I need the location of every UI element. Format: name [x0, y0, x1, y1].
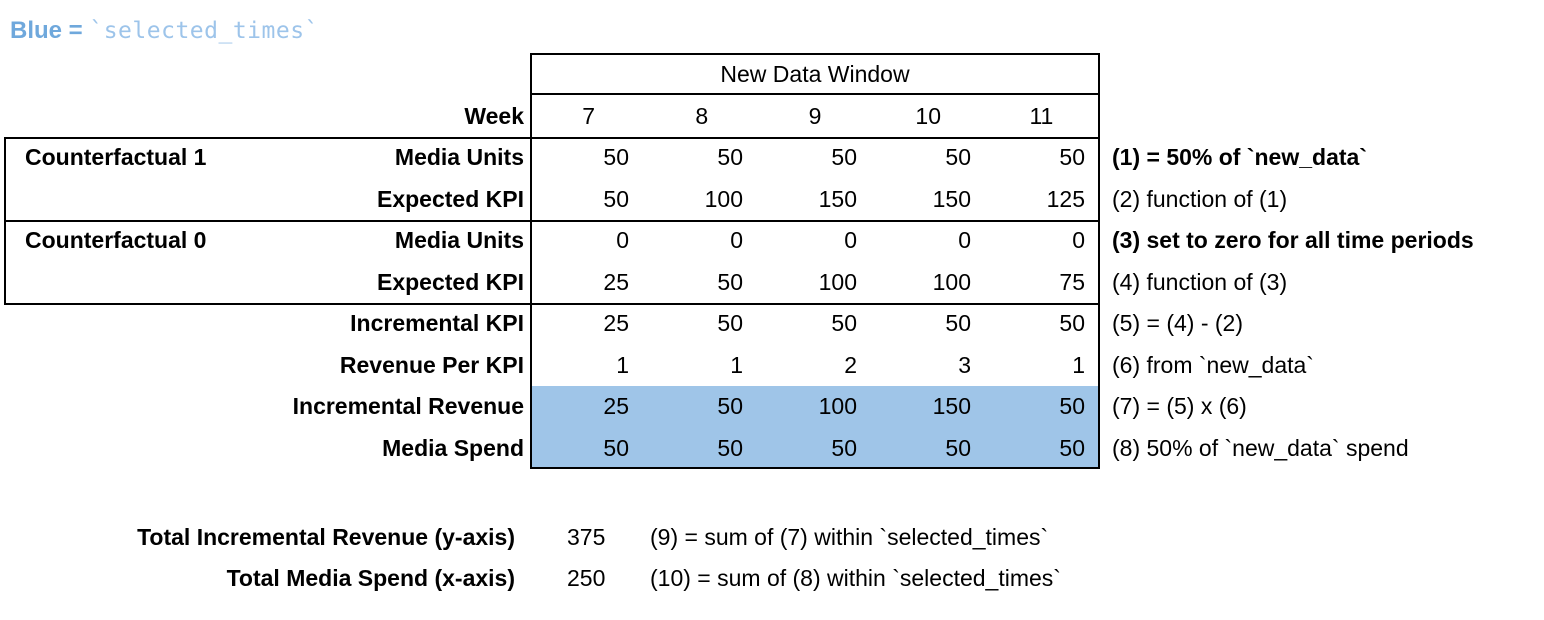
- table-cell: 125: [1046, 185, 1085, 212]
- annotation-9: (9) = sum of (7) within `selected_times`: [650, 524, 1049, 550]
- total-media-spend-value: 250: [567, 565, 606, 591]
- table-cell: 50: [1059, 434, 1085, 461]
- legend-selected-times-code: `selected_times`: [89, 18, 319, 44]
- table-cell: 50: [603, 185, 629, 212]
- row-label-incremental-kpi: Incremental KPI: [350, 310, 524, 336]
- table-cell: 100: [932, 268, 971, 295]
- counterfactual-box-mid-line: [4, 220, 532, 222]
- table-cell: 25: [603, 268, 629, 295]
- table-cell: 50: [831, 144, 857, 170]
- week-column-header: Week: [464, 103, 524, 129]
- counterfactual-box-left-line: [4, 137, 6, 305]
- table-cell: 0: [616, 227, 629, 253]
- table-row: 0 0 0 0 0: [530, 220, 1100, 262]
- table-cell: 50: [1059, 310, 1085, 336]
- legend-title: Blue = `selected_times`: [10, 17, 319, 45]
- week-number: 10: [915, 103, 941, 129]
- table-cell: 3: [958, 351, 971, 378]
- table-cell: 50: [603, 144, 629, 170]
- table-row-highlighted: 25 50 100 150 50: [530, 386, 1100, 428]
- annotation-7: (7) = (5) x (6): [1112, 393, 1247, 419]
- table-cell: 50: [603, 434, 629, 461]
- annotation-6: (6) from `new_data`: [1112, 351, 1314, 378]
- table-cell: 1: [616, 351, 629, 378]
- table-cell: 150: [932, 393, 971, 419]
- table-row: 1 1 2 3 1: [530, 345, 1100, 387]
- week-number: 7: [582, 103, 595, 129]
- table-row-highlighted: 50 50 50 50 50: [530, 428, 1100, 470]
- table-cell: 75: [1059, 268, 1085, 295]
- row-label-incremental-revenue: Incremental Revenue: [292, 393, 524, 419]
- table-row: 50 50 50 50 50: [530, 137, 1100, 179]
- annotation-2: (2) function of (1): [1112, 185, 1288, 212]
- row-label-media-units-cf1: Media Units: [394, 144, 524, 170]
- counterfactual-box-bottom-line: [4, 303, 532, 305]
- week-number: 9: [808, 103, 822, 129]
- table-cell: 50: [717, 144, 743, 170]
- table-cell: 50: [1059, 393, 1085, 419]
- row-label-media-units-cf0: Media Units: [394, 227, 524, 253]
- row-label-media-spend: Media Spend: [382, 434, 524, 461]
- week-numbers-row: 7 8 9 10 11: [530, 95, 1100, 137]
- table-cell: 150: [932, 185, 971, 212]
- separator-after-counterfactual1: [530, 220, 1100, 222]
- table-cell: 25: [603, 310, 629, 336]
- table-cell: 1: [730, 351, 743, 378]
- table-cell: 100: [704, 185, 743, 212]
- table-cell: 50: [945, 310, 971, 336]
- annotation-10: (10) = sum of (8) within `selected_times…: [650, 565, 1061, 591]
- table-cell: 0: [844, 227, 857, 253]
- legend-blue-label: Blue =: [10, 17, 90, 44]
- table-cell: 25: [603, 393, 629, 419]
- group-label-counterfactual-1: Counterfactual 1: [25, 144, 207, 170]
- table-cell: 100: [818, 393, 857, 419]
- row-label-expected-kpi-cf0: Expected KPI: [377, 268, 524, 295]
- week-number: 11: [1029, 103, 1054, 129]
- annotation-1: (1) = 50% of `new_data`: [1112, 144, 1367, 170]
- table-cell: 2: [844, 351, 857, 378]
- total-incremental-revenue-label: Total Incremental Revenue (y-axis): [137, 524, 515, 550]
- table-cell: 100: [818, 268, 857, 295]
- table-row: 50 100 150 150 125: [530, 179, 1100, 221]
- table-cell: 50: [717, 393, 743, 419]
- table-cell: 1: [1072, 351, 1085, 378]
- annotation-5: (5) = (4) - (2): [1112, 310, 1243, 336]
- annotation-3: (3) set to zero for all time periods: [1112, 227, 1474, 253]
- table-row: 25 50 50 50 50: [530, 303, 1100, 345]
- separator-after-counterfactual0: [530, 303, 1100, 305]
- table-cell: 50: [945, 144, 971, 170]
- table-cell: 50: [717, 310, 743, 336]
- table-cell: 150: [818, 185, 857, 212]
- row-label-expected-kpi-cf1: Expected KPI: [377, 185, 524, 212]
- table-cell: 50: [945, 434, 971, 461]
- table-cell: 50: [717, 268, 743, 295]
- new-data-window-header: New Data Window: [530, 53, 1100, 95]
- annotation-8: (8) 50% of `new_data` spend: [1112, 434, 1409, 461]
- table-cell: 50: [1059, 144, 1085, 170]
- table-cell: 0: [730, 227, 743, 253]
- table-cell: 0: [958, 227, 971, 253]
- table-cell: 50: [717, 434, 743, 461]
- counterfactual-box-top-line: [4, 137, 532, 139]
- total-media-spend-label: Total Media Spend (x-axis): [226, 565, 515, 591]
- annotation-4: (4) function of (3): [1112, 268, 1288, 295]
- selected-times-highlight: [532, 386, 1098, 467]
- table-cell: 0: [1072, 227, 1085, 253]
- row-label-revenue-per-kpi: Revenue Per KPI: [339, 351, 524, 378]
- table-row: 25 50 100 100 75: [530, 262, 1100, 304]
- table-cell: 50: [831, 434, 857, 461]
- table-cell: 50: [831, 310, 857, 336]
- total-incremental-revenue-value: 375: [567, 524, 606, 550]
- group-label-counterfactual-0: Counterfactual 0: [25, 227, 207, 253]
- week-number: 8: [695, 103, 709, 129]
